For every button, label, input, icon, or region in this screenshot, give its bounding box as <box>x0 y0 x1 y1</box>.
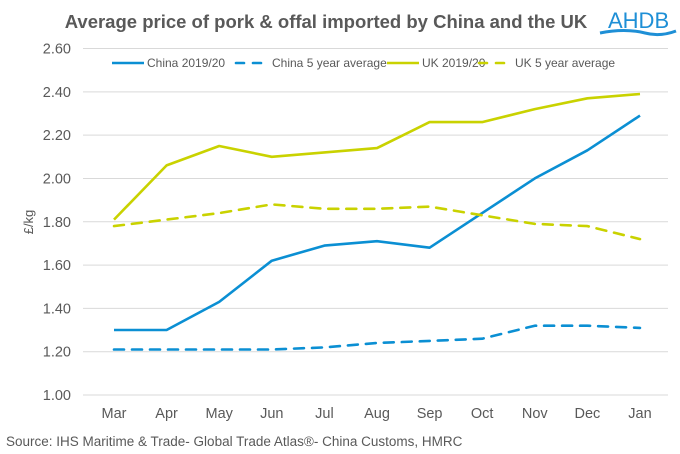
gridlines <box>83 48 668 396</box>
y-tick-label: 2.00 <box>43 171 71 187</box>
y-tick-label: 1.00 <box>43 388 71 404</box>
x-tick-label: Jan <box>628 406 651 422</box>
logo-wave-icon <box>599 29 677 37</box>
y-axis-label: £/kg <box>21 210 36 235</box>
x-tick-label: Apr <box>155 406 178 422</box>
x-tick-label: Nov <box>522 406 549 422</box>
legend-label: UK 2019/20 <box>422 56 486 70</box>
x-tick-label: Dec <box>575 406 601 422</box>
x-axis-ticks: Mar Apr May Jun Jul Aug Sep Oct Nov Dec Jan <box>102 406 652 422</box>
series-line-china-2019-20 <box>114 114 641 332</box>
legend-label: China 5 year average <box>272 56 387 70</box>
x-tick-label: Aug <box>364 406 390 422</box>
legend-item: UK 5 year average <box>477 56 615 70</box>
legend-item: China 5 year average <box>234 56 387 70</box>
y-tick-label: 1.60 <box>43 258 71 274</box>
y-tick-label: 1.20 <box>43 345 71 361</box>
chart-title: Average price of pork & offal imported b… <box>65 11 588 32</box>
logo-text: AHDB <box>608 8 669 33</box>
x-tick-label: Jul <box>315 406 334 422</box>
legend-item: UK 2019/20 <box>387 56 486 70</box>
legend-item: China 2019/20 <box>112 56 225 70</box>
y-tick-label: 1.40 <box>43 301 71 317</box>
series-line-china-5-year-average <box>112 324 642 351</box>
x-tick-label: Oct <box>471 406 494 422</box>
y-tick-label: 1.80 <box>43 215 71 231</box>
series-line-uk-5-year-average <box>112 203 642 241</box>
y-tick-label: 2.40 <box>43 85 71 101</box>
x-tick-label: Mar <box>102 406 127 422</box>
x-tick-label: Sep <box>417 406 443 422</box>
legend: China 2019/20 China 5 year average UK 2019… <box>112 56 615 70</box>
y-tick-label: 2.20 <box>43 128 71 144</box>
legend-label: China 2019/20 <box>147 56 225 70</box>
x-tick-label: May <box>205 406 233 422</box>
y-axis-ticks: 1.00 1.20 1.40 1.60 1.80 2.00 2.20 2.40 2.60 <box>43 42 71 405</box>
series-lines <box>112 92 642 351</box>
x-tick-label: Jun <box>260 406 283 422</box>
source-note: Source: IHS Maritime & Trade- Global Tra… <box>6 434 463 449</box>
legend-label: UK 5 year average <box>515 56 615 70</box>
series-line-uk-2019-20 <box>113 92 641 221</box>
y-tick-label: 2.60 <box>43 42 71 58</box>
ahdb-logo: AHDB <box>599 8 677 37</box>
